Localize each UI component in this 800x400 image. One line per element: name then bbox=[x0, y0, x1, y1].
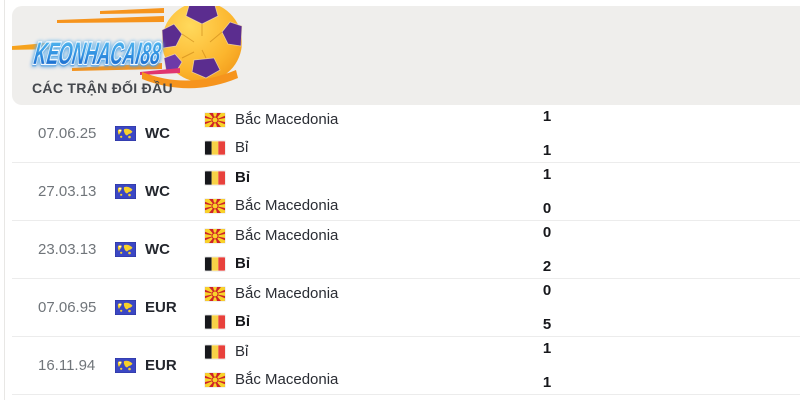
competition: EUR bbox=[115, 357, 205, 374]
match-row[interactable]: 16.11.94 EUR Bỉ Bắc Macedonia 1 1 bbox=[12, 337, 800, 395]
competition-flag-icon bbox=[115, 126, 136, 141]
team-score: 2 bbox=[542, 258, 552, 275]
team-line: Bỉ bbox=[205, 167, 535, 188]
team-name: Bỉ bbox=[235, 313, 250, 330]
team-line: Bắc Macedonia bbox=[205, 369, 535, 390]
north-macedonia-flag-icon bbox=[205, 228, 225, 243]
scores-column: 1 1 bbox=[535, 106, 559, 161]
match-row[interactable]: 07.06.95 EUR Bắc Macedonia Bỉ 0 5 bbox=[12, 279, 800, 337]
team-score: 0 bbox=[542, 200, 552, 217]
team-line: Bắc Macedonia bbox=[205, 283, 535, 304]
header-panel: KEONHACAI88 CÁC TRẬN ĐỐI ĐẦU bbox=[12, 6, 800, 105]
scores-column: 1 0 bbox=[535, 164, 559, 219]
north-macedonia-flag-icon bbox=[205, 198, 225, 213]
teams-column: Bỉ Bắc Macedonia bbox=[205, 341, 535, 390]
team-score: 5 bbox=[542, 316, 552, 333]
competition: EUR bbox=[115, 299, 205, 316]
team-score: 1 bbox=[542, 340, 552, 357]
belgium-flag-icon bbox=[205, 140, 225, 155]
match-date: 27.03.13 bbox=[38, 183, 97, 200]
competition-flag-icon bbox=[115, 184, 136, 199]
team-line: Bắc Macedonia bbox=[205, 109, 535, 130]
team-name: Bắc Macedonia bbox=[235, 285, 339, 302]
team-name: Bắc Macedonia bbox=[235, 197, 339, 214]
team-name: Bắc Macedonia bbox=[235, 227, 339, 244]
team-score: 0 bbox=[542, 282, 552, 299]
belgium-flag-icon bbox=[205, 256, 225, 271]
section-title: CÁC TRẬN ĐỐI ĐẦU bbox=[32, 80, 173, 96]
teams-column: Bắc Macedonia Bỉ bbox=[205, 283, 535, 332]
team-name: Bỉ bbox=[235, 169, 250, 186]
belgium-flag-icon bbox=[205, 170, 225, 185]
competition: WC bbox=[115, 241, 205, 258]
team-score: 1 bbox=[542, 166, 552, 183]
left-edge-divider bbox=[4, 0, 5, 400]
team-name: Bỉ bbox=[235, 255, 250, 272]
team-score: 1 bbox=[542, 142, 552, 159]
team-line: Bỉ bbox=[205, 253, 535, 274]
belgium-flag-icon bbox=[205, 344, 225, 359]
team-line: Bắc Macedonia bbox=[205, 195, 535, 216]
team-score: 1 bbox=[542, 374, 552, 391]
competition-flag-icon bbox=[115, 358, 136, 373]
team-score: 1 bbox=[542, 108, 552, 125]
competition: WC bbox=[115, 183, 205, 200]
teams-column: Bắc Macedonia Bỉ bbox=[205, 109, 535, 158]
matches-list: 07.06.25 WC Bắc Macedonia Bỉ 1 1 27.03.1… bbox=[12, 105, 800, 395]
match-date: 23.03.13 bbox=[38, 241, 97, 258]
competition-label: WC bbox=[145, 125, 170, 142]
scores-column: 1 1 bbox=[535, 338, 559, 393]
keonhacai88-logo[interactable]: KEONHACAI88 bbox=[12, 6, 252, 100]
team-name: Bắc Macedonia bbox=[235, 371, 339, 388]
north-macedonia-flag-icon bbox=[205, 286, 225, 301]
match-date: 07.06.25 bbox=[38, 125, 97, 142]
competition: WC bbox=[115, 125, 205, 142]
competition-label: EUR bbox=[145, 299, 177, 316]
team-line: Bỉ bbox=[205, 341, 535, 362]
scores-column: 0 5 bbox=[535, 280, 559, 335]
match-row[interactable]: 23.03.13 WC Bắc Macedonia Bỉ 0 2 bbox=[12, 221, 800, 279]
logo-text: KEONHACAI88 bbox=[32, 36, 163, 71]
scores-column: 0 2 bbox=[535, 222, 559, 277]
teams-column: Bỉ Bắc Macedonia bbox=[205, 167, 535, 216]
speed-lines bbox=[12, 8, 238, 89]
team-name: Bỉ bbox=[235, 139, 249, 156]
team-score: 0 bbox=[542, 224, 552, 241]
teams-column: Bắc Macedonia Bỉ bbox=[205, 225, 535, 274]
team-line: Bắc Macedonia bbox=[205, 225, 535, 246]
match-date: 07.06.95 bbox=[38, 299, 97, 316]
team-line: Bỉ bbox=[205, 137, 535, 158]
competition-flag-icon bbox=[115, 242, 136, 257]
competition-flag-icon bbox=[115, 300, 136, 315]
competition-label: EUR bbox=[145, 357, 177, 374]
team-line: Bỉ bbox=[205, 311, 535, 332]
team-name: Bắc Macedonia bbox=[235, 111, 339, 128]
team-name: Bỉ bbox=[235, 343, 249, 360]
competition-label: WC bbox=[145, 183, 170, 200]
belgium-flag-icon bbox=[205, 314, 225, 329]
competition-label: WC bbox=[145, 241, 170, 258]
north-macedonia-flag-icon bbox=[205, 372, 225, 387]
match-date: 16.11.94 bbox=[38, 357, 96, 374]
north-macedonia-flag-icon bbox=[205, 112, 225, 127]
match-row[interactable]: 27.03.13 WC Bỉ Bắc Macedonia 1 0 bbox=[12, 163, 800, 221]
match-row[interactable]: 07.06.25 WC Bắc Macedonia Bỉ 1 1 bbox=[12, 105, 800, 163]
soccer-ball-icon bbox=[161, 6, 243, 82]
